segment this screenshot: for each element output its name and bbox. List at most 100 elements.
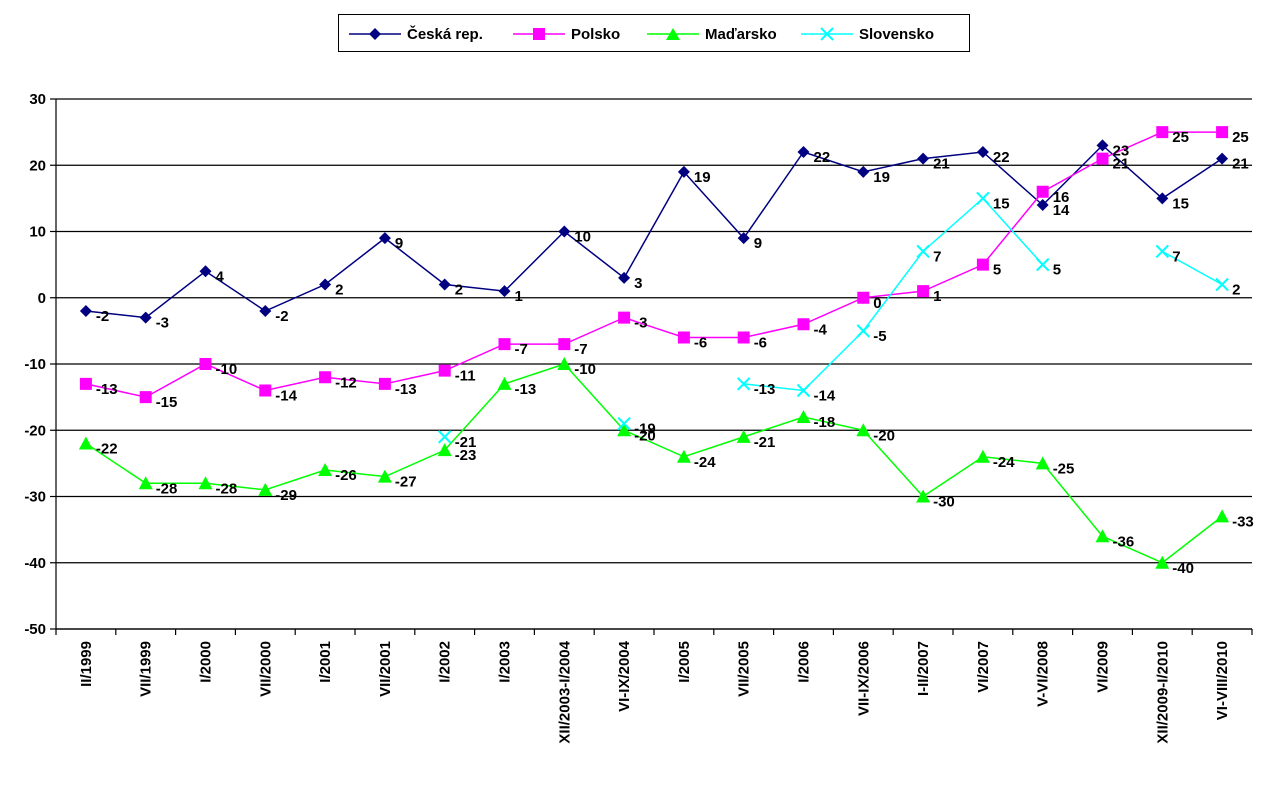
legend-line-triangle-icon	[647, 28, 699, 40]
y-tick-label: -40	[24, 555, 46, 572]
data-point-x	[796, 383, 811, 398]
legend-label: Slovensko	[859, 25, 935, 43]
data-point-x	[1155, 244, 1170, 259]
data-label: -14	[814, 388, 836, 405]
data-label: -12	[335, 374, 357, 391]
data-point-triangle	[377, 469, 392, 483]
data-point-diamond	[976, 146, 989, 158]
data-point-triangle	[497, 376, 512, 390]
data-label: -2	[275, 308, 288, 325]
x-tick-label: XII/2003-I/2004	[556, 640, 573, 743]
data-label: 1	[933, 288, 941, 305]
data-point-triangle	[736, 429, 751, 443]
x-tick-label: I/2005	[676, 641, 693, 683]
series-line	[85, 363, 1223, 564]
data-point-diamond	[1156, 192, 1169, 205]
data-label: -21	[754, 434, 776, 451]
data-point-diamond	[857, 165, 870, 178]
data-point-square	[199, 358, 212, 370]
x-tick-label: II/1999	[78, 641, 95, 687]
series-group	[78, 126, 1230, 569]
data-point-diamond	[498, 285, 511, 298]
x-tick-label: VI-IX/2004	[616, 640, 633, 712]
data-point-square	[1036, 185, 1049, 198]
series-line	[1161, 250, 1223, 286]
x-tick-label: I/2002	[437, 641, 454, 683]
y-tick-label: -30	[24, 489, 46, 506]
data-point-diamond	[199, 265, 212, 278]
data-label: -23	[455, 447, 477, 464]
x-tick-label: VII-IX/2006	[855, 641, 872, 716]
x-tick-label: VII/2000	[257, 641, 274, 697]
data-point-square	[378, 377, 391, 390]
data-label: 2	[455, 282, 463, 299]
data-point-square	[857, 291, 870, 304]
data-point-square	[79, 377, 92, 390]
data-point-diamond	[139, 311, 152, 324]
data-label: 7	[1172, 248, 1180, 265]
data-point-diamond	[677, 165, 690, 178]
data-label: -40	[1172, 560, 1194, 577]
data-point-triangle	[975, 449, 990, 463]
data-label: 22	[993, 149, 1010, 166]
data-point-x	[856, 324, 871, 338]
data-point-triangle	[1155, 555, 1170, 569]
data-label: -10	[216, 361, 238, 378]
data-label: 19	[694, 169, 711, 186]
data-point-triangle	[856, 423, 871, 437]
series-Česká rep.	[79, 139, 1229, 324]
legend-item-madarsko: Maďarsko	[645, 15, 777, 53]
data-point-triangle	[617, 423, 632, 437]
data-point-square	[797, 318, 810, 331]
data-point-diamond	[378, 232, 391, 245]
legend-item-ceska-rep: Česká rep.	[347, 15, 483, 53]
data-label: 25	[1232, 129, 1249, 146]
data-label: 15	[1172, 195, 1189, 212]
data-label: -13	[395, 381, 417, 398]
data-label: -7	[515, 341, 528, 358]
y-tick-label: -20	[24, 422, 46, 439]
data-label: -7	[574, 341, 587, 358]
data-label: -11	[455, 368, 476, 385]
data-label: -22	[96, 441, 118, 458]
legend-label: Polsko	[571, 25, 621, 43]
legend-label: Maďarsko	[705, 25, 777, 43]
data-point-diamond	[319, 278, 332, 291]
legend-item-polsko: Polsko	[511, 15, 620, 53]
data-point-square	[259, 384, 272, 397]
data-label: 5	[993, 262, 1001, 279]
data-point-x	[1035, 257, 1050, 272]
data-point-triangle	[796, 410, 811, 423]
data-point-diamond	[1096, 139, 1109, 152]
data-label: 3	[634, 275, 642, 292]
data-label: 25	[1172, 129, 1189, 146]
data-label: 21	[1232, 156, 1249, 173]
legend: Česká rep. Polsko Maďarsko Slovensko	[338, 14, 970, 52]
data-label: -2	[96, 308, 109, 325]
data-point-triangle	[138, 476, 153, 490]
x-tick-labels: II/1999 VII/1999 I/2000 VII/2000 I/2001 VII/2…	[78, 640, 1231, 743]
y-tick-label: 20	[29, 157, 46, 174]
data-point-diamond	[558, 225, 571, 238]
axes	[50, 98, 1253, 635]
data-label: -13	[96, 381, 118, 398]
data-label: 7	[933, 248, 941, 265]
data-label: -14	[275, 388, 297, 405]
x-tick-label: VI/2009	[1095, 641, 1112, 693]
y-tick-labels: 30 20 10 0 -10 -20 -30 -40 -50	[24, 91, 46, 638]
data-label: 23	[1113, 142, 1130, 159]
y-tick-label: -10	[24, 356, 46, 373]
data-label: -20	[873, 427, 895, 444]
data-label: 0	[873, 295, 881, 312]
data-point-diamond	[1036, 199, 1049, 211]
data-point-triangle	[258, 482, 273, 496]
data-label: -26	[335, 467, 357, 484]
data-point-diamond	[1216, 152, 1229, 165]
data-label: 21	[1113, 156, 1130, 173]
data-point-x	[437, 430, 452, 444]
data-point-square	[558, 338, 571, 351]
data-label: 22	[814, 149, 831, 166]
y-tick-label: -50	[24, 621, 46, 638]
